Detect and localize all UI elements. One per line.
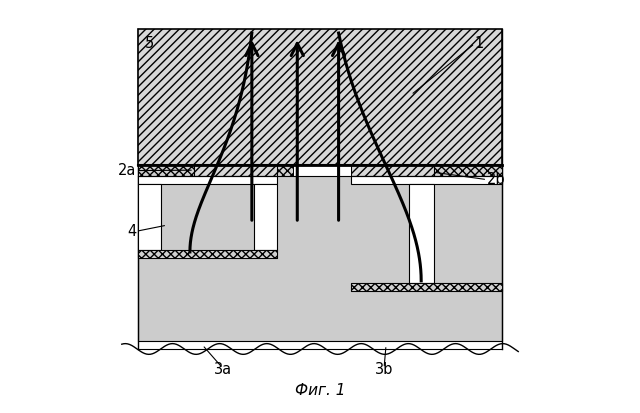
Bar: [138, 176, 276, 184]
Bar: [409, 184, 433, 283]
Bar: [351, 283, 502, 291]
Text: 2b: 2b: [487, 172, 506, 187]
Bar: [194, 165, 276, 176]
Bar: [138, 184, 161, 250]
Text: 2a: 2a: [118, 163, 136, 178]
Text: 5: 5: [145, 36, 154, 51]
Bar: [351, 176, 502, 184]
Bar: [254, 184, 276, 250]
Bar: [138, 29, 502, 165]
Bar: [351, 283, 502, 291]
Bar: [293, 165, 351, 176]
Bar: [351, 165, 433, 176]
Text: 3b: 3b: [375, 362, 393, 377]
Text: 3a: 3a: [214, 362, 232, 377]
Bar: [433, 165, 502, 176]
Bar: [138, 250, 276, 258]
Text: 4: 4: [127, 224, 136, 239]
Bar: [138, 250, 276, 258]
FancyArrowPatch shape: [332, 43, 345, 220]
Text: 1: 1: [475, 36, 484, 51]
Bar: [138, 250, 276, 258]
Bar: [138, 165, 502, 341]
Bar: [276, 165, 351, 176]
Bar: [161, 184, 254, 250]
FancyArrowPatch shape: [291, 43, 303, 220]
Bar: [138, 165, 194, 176]
Text: Фиг. 1: Фиг. 1: [295, 383, 345, 398]
FancyArrowPatch shape: [246, 43, 258, 220]
